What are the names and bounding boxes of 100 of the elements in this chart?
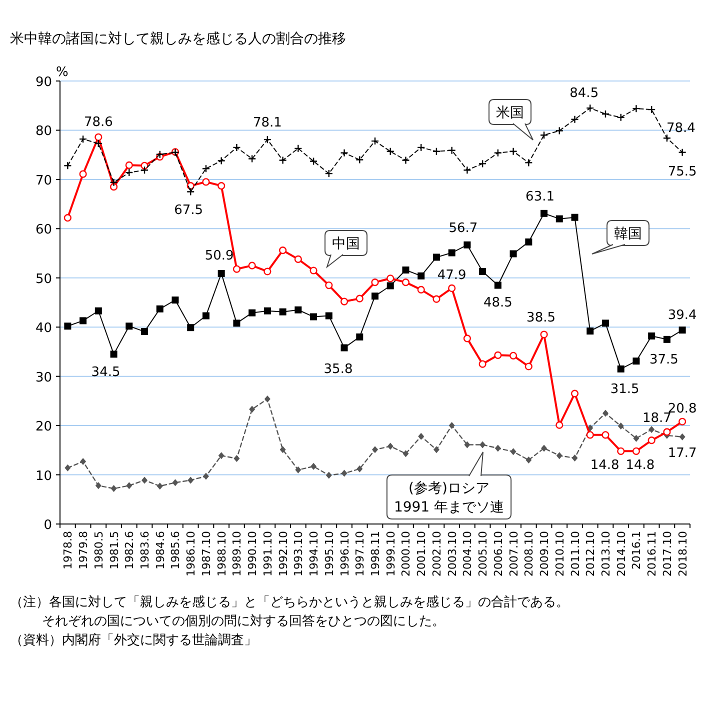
point — [386, 282, 394, 290]
point — [540, 131, 548, 140]
point — [510, 250, 517, 258]
x-tick-label: 2001.10 — [415, 531, 428, 576]
point — [648, 426, 655, 433]
point — [64, 162, 72, 170]
x-tick-label: 1996.10 — [338, 531, 352, 576]
point — [494, 444, 501, 452]
point — [294, 255, 302, 263]
point — [326, 472, 332, 479]
point — [433, 446, 440, 454]
point — [280, 446, 286, 454]
point — [386, 147, 394, 156]
point — [570, 390, 579, 398]
point — [340, 298, 348, 306]
point — [418, 432, 424, 440]
point — [279, 308, 286, 316]
point — [218, 182, 226, 190]
point — [310, 266, 318, 274]
point — [524, 158, 533, 167]
point — [156, 482, 163, 490]
point — [509, 147, 518, 156]
point — [264, 395, 270, 402]
point — [94, 307, 102, 314]
x-tick-label: 2017.10 — [660, 531, 674, 576]
point — [524, 362, 532, 370]
point — [218, 452, 224, 460]
y-tick-label: 30 — [35, 370, 52, 386]
chart-title: 米中韓の諸国に対して親しみを感じる人の割合の推移 — [10, 31, 346, 47]
x-tick-label: 2007.10 — [507, 531, 520, 576]
annotation: 84.5 — [570, 86, 599, 102]
point — [647, 105, 656, 114]
point — [526, 456, 532, 464]
y-tick-label: 10 — [35, 468, 52, 484]
annotation: 17.7 — [668, 446, 697, 461]
point — [632, 104, 640, 113]
x-tick-label: 1991.10 — [261, 531, 274, 576]
x-tick-label: 1985.6 — [169, 531, 182, 570]
x-tick-label: 1980.5 — [92, 531, 106, 570]
x-tick-label: 2016.11 — [646, 531, 659, 576]
annotation: 37.5 — [649, 352, 678, 368]
x-tick-label: 2010.10 — [553, 531, 566, 576]
x-tick-label: 1994.10 — [308, 531, 321, 576]
point — [95, 482, 102, 490]
point — [218, 270, 225, 277]
point — [478, 360, 486, 368]
point — [617, 365, 624, 372]
text: （資料）内閣府「外交に関する世論調査」 — [10, 632, 257, 648]
x-tick-label: 2009.10 — [538, 531, 552, 576]
point — [356, 333, 364, 340]
x-tick-label: 2002.10 — [430, 531, 444, 576]
point — [570, 115, 579, 124]
point — [586, 104, 594, 112]
point — [248, 309, 256, 316]
y-tick-label: 60 — [35, 222, 52, 238]
point — [463, 166, 472, 174]
x-tick-label: 2018.10 — [676, 531, 690, 576]
series-label: 米国 — [496, 105, 524, 121]
x-tick-label: 2013.10 — [599, 531, 612, 576]
annotation: 48.5 — [483, 295, 512, 310]
point — [417, 143, 426, 152]
point — [370, 136, 380, 146]
annotation: 14.8 — [590, 458, 620, 474]
point — [525, 238, 532, 246]
point — [202, 164, 210, 173]
point — [356, 156, 364, 164]
x-tick-label: 1988.10 — [215, 531, 228, 576]
point — [340, 148, 348, 157]
x-tick-label: 1981.5 — [108, 531, 121, 570]
point — [126, 322, 133, 330]
point — [202, 312, 210, 320]
text: それぞれの国についての個別の問に対する回答をひとつの図にした。 — [42, 613, 445, 629]
point — [464, 241, 471, 248]
series-label: (参考)ロシア 1991 年までソ連 — [394, 480, 504, 516]
point — [494, 351, 502, 359]
x-tick-label: 1986.10 — [184, 531, 198, 576]
y-tick-label: 50 — [35, 272, 52, 287]
point — [249, 406, 256, 413]
point — [234, 455, 240, 462]
x-tick-label: 2012.10 — [584, 531, 598, 576]
point — [586, 328, 594, 335]
point — [509, 352, 518, 360]
point — [172, 479, 178, 486]
x-tick-label: 1978.8 — [62, 531, 75, 570]
annotation: 56.7 — [448, 220, 478, 236]
point — [232, 265, 241, 273]
y-tick-label: 80 — [35, 124, 52, 140]
x-tick-label: 2005.10 — [476, 531, 490, 576]
x-tick-label: 2006.10 — [492, 531, 505, 576]
x-tick-label: 1993.10 — [292, 531, 306, 576]
x-tick-label: 2000.10 — [400, 531, 413, 576]
point — [678, 148, 686, 156]
point — [80, 317, 87, 324]
point — [372, 292, 378, 300]
point — [571, 214, 578, 221]
point — [156, 305, 164, 312]
x-tick-label: 1987.10 — [200, 531, 213, 576]
annotation: 67.5 — [174, 202, 204, 218]
x-tick-label: 2008.10 — [522, 531, 536, 576]
x-tick-label: 1989.10 — [230, 531, 244, 576]
